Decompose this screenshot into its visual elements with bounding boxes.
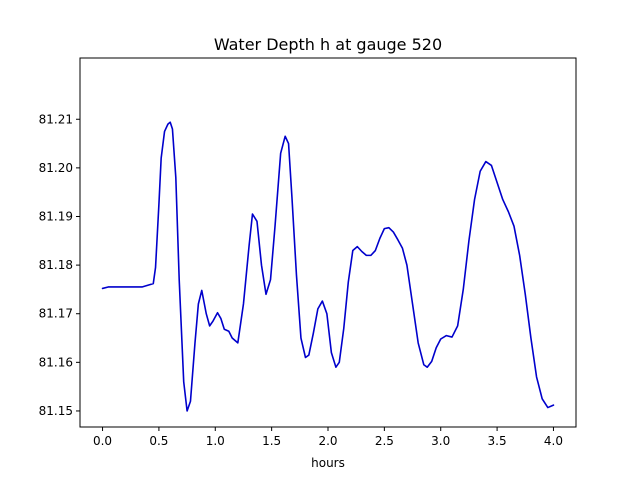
plot-area xyxy=(101,121,555,412)
y-tick-label: 81.16 xyxy=(39,355,73,369)
y-tick-label: 81.19 xyxy=(39,209,73,223)
y-axis: 81.15 81.16 81.17 81.18 81.19 81.20 81.21 xyxy=(39,112,80,418)
y-tick-label: 81.21 xyxy=(39,112,73,126)
x-tick-label: 2.0 xyxy=(318,434,337,448)
x-tick-label: 0.5 xyxy=(149,434,168,448)
x-axis-label: hours xyxy=(311,456,345,470)
x-tick-label: 0.0 xyxy=(93,434,112,448)
y-tick-label: 81.15 xyxy=(39,404,73,418)
x-tick-label: 2.5 xyxy=(375,434,394,448)
x-tick-label: 4.0 xyxy=(544,434,563,448)
x-axis: 0.0 0.5 1.0 1.5 2.0 2.5 3.0 3.5 4.0 xyxy=(93,427,563,448)
series-line-0 xyxy=(101,121,555,412)
x-tick-label: 3.5 xyxy=(488,434,507,448)
x-tick-label: 1.5 xyxy=(262,434,281,448)
y-tick-label: 81.17 xyxy=(39,307,73,321)
x-tick-label: 3.0 xyxy=(431,434,450,448)
x-tick-label: 1.0 xyxy=(206,434,225,448)
y-tick-label: 81.20 xyxy=(39,161,73,175)
chart-title: Water Depth h at gauge 520 xyxy=(214,35,442,54)
y-tick-label: 81.18 xyxy=(39,258,73,272)
